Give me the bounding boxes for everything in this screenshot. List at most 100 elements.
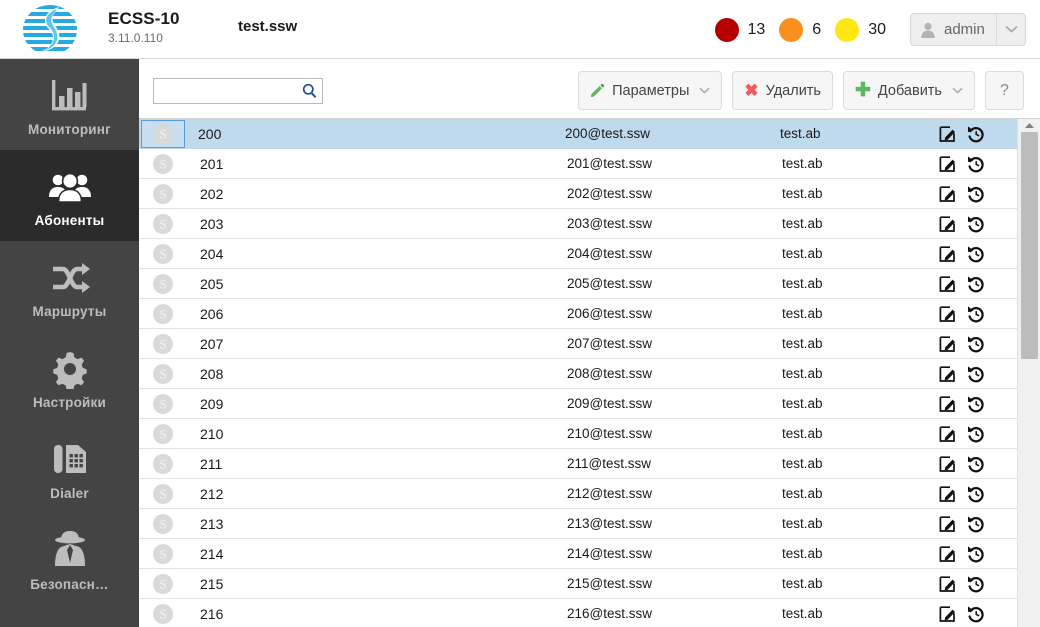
row-number: 208 [200, 365, 224, 382]
subscriber-s-avatar-icon: S [139, 449, 187, 479]
sidebar-item-security[interactable]: Безопасн… [0, 514, 139, 605]
table-row[interactable]: S 215 215@test.ssw test.ab [139, 569, 1017, 599]
restore-history-icon[interactable] [967, 515, 985, 533]
add-button[interactable]: ✚ Добавить [842, 71, 975, 110]
edit-pencil-square-icon[interactable] [939, 575, 957, 593]
status-counter-major[interactable]: 6 [779, 17, 835, 42]
restore-history-icon[interactable] [967, 575, 985, 593]
search-box[interactable] [153, 78, 323, 104]
svg-text:S: S [159, 306, 166, 321]
restore-history-icon[interactable] [967, 185, 985, 203]
table-row[interactable]: S 200 200@test.ssw test.ab [139, 119, 1017, 149]
edit-pencil-square-icon[interactable] [939, 155, 957, 173]
row-number: 206 [200, 305, 224, 322]
row-email: 201@test.ssw [567, 156, 652, 171]
chevron-down-icon[interactable] [952, 85, 963, 97]
row-number: 205 [200, 275, 224, 292]
row-domain: test.ab [782, 456, 823, 471]
row-domain: test.ab [782, 486, 823, 501]
row-number: 204 [200, 245, 224, 262]
sidebar-item-dialer[interactable]: Dialer [0, 423, 139, 514]
edit-pencil-square-icon[interactable] [939, 545, 957, 563]
edit-pencil-square-icon[interactable] [939, 485, 957, 503]
restore-history-icon[interactable] [967, 305, 985, 323]
pencil-icon [590, 83, 605, 98]
edit-pencil-square-icon[interactable] [939, 515, 957, 533]
restore-history-icon[interactable] [967, 215, 985, 233]
table-row[interactable]: S 201 201@test.ssw test.ab [139, 149, 1017, 179]
restore-history-icon[interactable] [967, 485, 985, 503]
row-domain: test.ab [782, 606, 823, 621]
edit-pencil-square-icon[interactable] [939, 275, 957, 293]
delete-button[interactable]: ✖ Удалить [732, 71, 833, 110]
table-body: S 200 200@test.ssw test.ab S 201 201@test.ssw t… [139, 119, 1017, 627]
question-mark-icon: ? [1000, 81, 1009, 99]
vertical-scrollbar[interactable] [1017, 119, 1040, 627]
row-number: 201 [200, 155, 224, 172]
restore-history-icon[interactable] [967, 275, 985, 293]
restore-history-icon[interactable] [967, 155, 985, 173]
chevron-down-icon[interactable] [997, 24, 1025, 36]
table-row[interactable]: S 210 210@test.ssw test.ab [139, 419, 1017, 449]
edit-pencil-square-icon[interactable] [939, 455, 957, 473]
table-row[interactable]: S 202 202@test.ssw test.ab [139, 179, 1017, 209]
subscriber-s-avatar-icon: S [139, 509, 187, 539]
scrollbar-thumb[interactable] [1021, 132, 1038, 359]
row-email: 209@test.ssw [567, 396, 652, 411]
row-email: 211@test.ssw [567, 456, 651, 471]
row-email: 213@test.ssw [567, 516, 652, 531]
restore-history-icon[interactable] [967, 545, 985, 563]
edit-pencil-square-icon[interactable] [939, 395, 957, 413]
restore-history-icon[interactable] [967, 425, 985, 443]
restore-history-icon[interactable] [967, 245, 985, 263]
sidebar-label-subscribers: Абоненты [34, 213, 105, 228]
subscriber-s-avatar-icon: S [141, 119, 185, 148]
table-row[interactable]: S 204 204@test.ssw test.ab [139, 239, 1017, 269]
add-label: Добавить [877, 82, 942, 99]
restore-history-icon[interactable] [967, 605, 985, 623]
subscriber-s-avatar-icon: S [139, 359, 187, 389]
table-row[interactable]: S 208 208@test.ssw test.ab [139, 359, 1017, 389]
table-row[interactable]: S 214 214@test.ssw test.ab [139, 539, 1017, 569]
edit-pencil-square-icon[interactable] [939, 125, 957, 143]
edit-pencil-square-icon[interactable] [939, 245, 957, 263]
restore-history-icon[interactable] [967, 125, 985, 143]
sidebar-item-routes[interactable]: Маршруты [0, 241, 139, 332]
restore-history-icon[interactable] [967, 335, 985, 353]
row-actions [939, 335, 1017, 353]
edit-pencil-square-icon[interactable] [939, 365, 957, 383]
row-domain: test.ab [780, 126, 821, 141]
table-row[interactable]: S 207 207@test.ssw test.ab [139, 329, 1017, 359]
restore-history-icon[interactable] [967, 455, 985, 473]
table-row[interactable]: S 209 209@test.ssw test.ab [139, 389, 1017, 419]
status-counter-critical[interactable]: 13 [714, 17, 780, 42]
edit-pencil-square-icon[interactable] [939, 215, 957, 233]
table-row[interactable]: S 212 212@test.ssw test.ab [139, 479, 1017, 509]
scroll-up-arrow-icon[interactable] [1018, 119, 1040, 132]
table-row[interactable]: S 206 206@test.ssw test.ab [139, 299, 1017, 329]
sidebar-item-settings[interactable]: Настройки [0, 332, 139, 423]
edit-pencil-square-icon[interactable] [939, 305, 957, 323]
chevron-down-icon[interactable] [699, 85, 710, 97]
status-counter-minor[interactable]: 30 [835, 17, 900, 42]
sidebar-item-monitoring[interactable]: Мониторинг [0, 59, 139, 150]
user-menu-button[interactable]: admin [910, 13, 1026, 46]
sidebar-item-subscribers[interactable]: Абоненты [0, 150, 139, 241]
table-row[interactable]: S 213 213@test.ssw test.ab [139, 509, 1017, 539]
table-row[interactable]: S 203 203@test.ssw test.ab [139, 209, 1017, 239]
search-icon[interactable] [302, 83, 317, 104]
table-row[interactable]: S 211 211@test.ssw test.ab [139, 449, 1017, 479]
help-button[interactable]: ? [985, 71, 1024, 110]
parameters-button[interactable]: Параметры [578, 71, 723, 110]
edit-pencil-square-icon[interactable] [939, 185, 957, 203]
edit-pencil-square-icon[interactable] [939, 425, 957, 443]
table-row[interactable]: S 216 216@test.ssw test.ab [139, 599, 1017, 627]
row-domain: test.ab [782, 576, 823, 591]
file-title: test.ssw [238, 18, 298, 35]
search-input[interactable] [154, 79, 302, 103]
restore-history-icon[interactable] [967, 365, 985, 383]
table-row[interactable]: S 205 205@test.ssw test.ab [139, 269, 1017, 299]
restore-history-icon[interactable] [967, 395, 985, 413]
edit-pencil-square-icon[interactable] [939, 605, 957, 623]
edit-pencil-square-icon[interactable] [939, 335, 957, 353]
